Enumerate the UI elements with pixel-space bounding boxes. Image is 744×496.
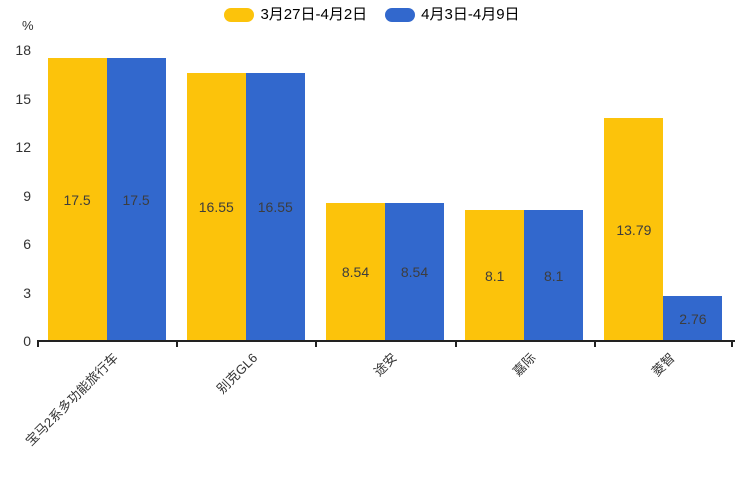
bar-宝马2系多功能旅行车-series-0: 17.5 bbox=[47, 58, 107, 341]
x-category-label: 菱智 bbox=[649, 350, 679, 380]
bar-菱智-series-1: 2.76 bbox=[663, 296, 723, 341]
x-category-label: 途安 bbox=[370, 350, 400, 380]
y-tick-label: 3 bbox=[23, 284, 31, 301]
y-tick-label: 9 bbox=[23, 187, 31, 204]
bar-value-label: 17.5 bbox=[63, 191, 91, 208]
bar-value-label: 8.54 bbox=[400, 263, 429, 280]
bar-别克GL6-series-1: 16.55 bbox=[245, 73, 305, 341]
bar-途安-series-1: 8.54 bbox=[385, 202, 444, 341]
bar-value-label: 17.5 bbox=[122, 191, 150, 208]
y-tick-label: 0 bbox=[23, 333, 31, 349]
legend-swatch-icon bbox=[224, 8, 255, 22]
legend-item-series-0[interactable]: 3月27日-4月2日 bbox=[224, 6, 367, 24]
bar-value-label: 8.54 bbox=[341, 263, 370, 280]
x-axis-tick bbox=[731, 342, 733, 347]
y-axis-unit-label: % bbox=[22, 18, 34, 33]
y-tick-label: 6 bbox=[23, 236, 31, 252]
bar-菱智-series-0: 13.79 bbox=[604, 118, 664, 341]
bar-value-label: 2.76 bbox=[679, 310, 707, 327]
y-tick-label: 12 bbox=[15, 139, 31, 155]
y-tick-label: 18 bbox=[15, 42, 31, 58]
bar-value-label: 16.55 bbox=[257, 199, 293, 216]
bar-别克GL6-series-0: 16.55 bbox=[186, 73, 246, 341]
bar-value-label: 13.79 bbox=[616, 221, 652, 238]
x-category-label: 嘉际 bbox=[509, 350, 539, 380]
x-axis-tick bbox=[454, 342, 457, 347]
bar-宝马2系多功能旅行车-series-1: 17.5 bbox=[106, 58, 166, 341]
x-axis-tick bbox=[593, 342, 596, 347]
y-tick-label: 15 bbox=[15, 90, 31, 107]
x-axis-line bbox=[37, 340, 735, 342]
bar-value-label: 16.55 bbox=[198, 199, 234, 216]
legend-swatch-icon bbox=[385, 8, 416, 22]
plot-area: 17.5 17.5 16.55 16.55 8.54 8.54 8.1 8.1 13.79 2.7… bbox=[37, 50, 733, 341]
x-axis-tick bbox=[315, 342, 318, 347]
bar-value-label: 8.1 bbox=[543, 267, 564, 284]
legend-label: 3月27日-4月2日 bbox=[260, 6, 368, 23]
bar-嘉际-series-1: 8.1 bbox=[524, 210, 584, 341]
bar-途安-series-0: 8.54 bbox=[326, 202, 385, 341]
bar-value-label: 8.1 bbox=[484, 267, 505, 284]
chart-legend: 3月27日-4月2日 4月3日-4月9日 bbox=[0, 6, 744, 24]
legend-item-series-1[interactable]: 4月3日-4月9日 bbox=[385, 6, 520, 24]
x-axis-tick bbox=[37, 342, 39, 347]
legend-label: 4月3日-4月9日 bbox=[421, 6, 520, 23]
x-category-label: 别克GL6 bbox=[214, 350, 261, 397]
x-axis-tick bbox=[176, 342, 179, 347]
x-category-label: 宝马2系多功能旅行车 bbox=[22, 350, 122, 449]
bar-嘉际-series-0: 8.1 bbox=[465, 210, 525, 341]
